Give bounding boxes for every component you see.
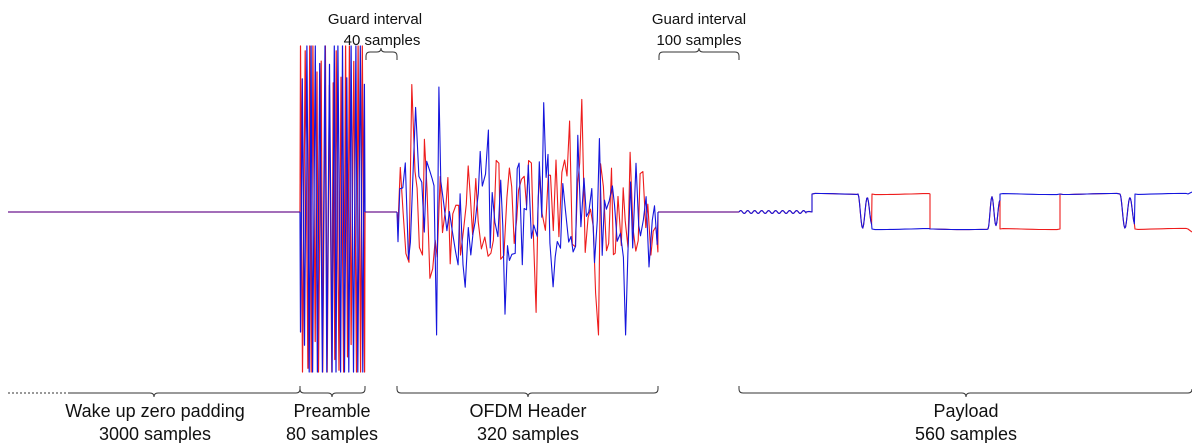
payload-trace-blue [738, 191, 1192, 231]
segment-ofdm-header-name: OFDM Header [469, 401, 586, 421]
brace-preamble [299, 386, 366, 398]
brace-guard-100 [658, 47, 740, 60]
preamble-trace-blue [299, 45, 366, 373]
brace-payload [738, 386, 1192, 398]
segment-wakeup-name: Wake up zero padding [65, 401, 244, 421]
guard-label-2-samples: 100 samples [656, 32, 741, 49]
brace-ofdm-header [396, 386, 659, 398]
segment-ofdm-header-samples: 320 samples [477, 424, 579, 443]
ofdm-header-trace-red [396, 83, 659, 336]
segment-wakeup-samples: 3000 samples [99, 424, 211, 443]
segment-payload-name: Payload [933, 401, 998, 421]
guard-label-1-samples: 40 samples [344, 32, 421, 49]
segment-payload-samples: 560 samples [915, 424, 1017, 443]
brace-guard-40 [365, 47, 398, 60]
guard-label-1-title: Guard interval [328, 11, 422, 28]
segment-preamble-samples: 80 samples [286, 424, 378, 443]
blue-waveform [8, 45, 1192, 373]
guard-label-2-title: Guard interval [652, 11, 746, 28]
brace-wakeup-solid [70, 388, 301, 398]
ofdm-header-trace-blue [396, 86, 659, 336]
red-waveform [8, 45, 1192, 373]
segment-preamble-name: Preamble [293, 401, 370, 421]
